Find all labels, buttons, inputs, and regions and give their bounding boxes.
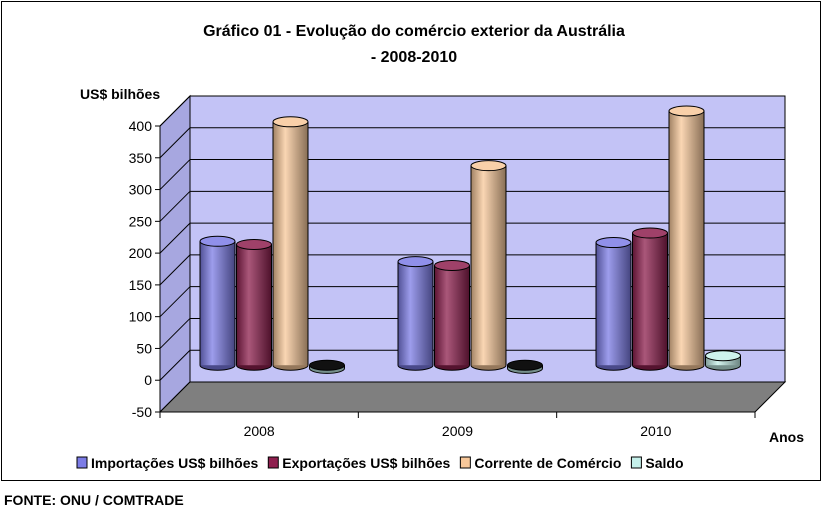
- bar-2010-1: [595, 237, 632, 371]
- bar-top: [507, 359, 543, 371]
- bar-2008-1: [199, 235, 236, 371]
- legend-swatch: [267, 456, 279, 469]
- bar-body: [669, 111, 704, 366]
- bar-2008-2: [236, 238, 272, 371]
- bar-2010-2: [632, 227, 668, 371]
- gridline-side: [159, 286, 191, 318]
- bar-2009-2: [434, 259, 470, 371]
- chart-title-line-2: - 2008-2010: [371, 49, 457, 66]
- legend-swatch: [630, 456, 642, 469]
- legend-swatch: [76, 456, 88, 469]
- gridline-side: [159, 159, 191, 190]
- bar-top: [272, 116, 309, 128]
- bar-top: [705, 350, 741, 362]
- chart: Gráfico 01 - Evolução do comércio exteri…: [76, 23, 804, 471]
- y-tick-label: 400: [129, 118, 153, 134]
- y-tick-label: 200: [129, 245, 153, 261]
- bar-top: [668, 105, 705, 117]
- chart-title-line-1: Gráfico 01 - Evolução do comércio exteri…: [203, 23, 625, 40]
- bar-2009-4: [507, 359, 543, 374]
- bar-2009-1: [397, 256, 434, 371]
- bar-2010-3: [668, 105, 705, 371]
- bar-top: [199, 235, 236, 247]
- bar-body: [471, 165, 506, 366]
- bar-top: [470, 160, 507, 172]
- bar-body: [273, 121, 308, 366]
- floor: [158, 381, 787, 413]
- bar-body: [434, 265, 470, 366]
- bar-body: [632, 233, 668, 366]
- legend-swatch: [459, 456, 471, 469]
- legend-label: Corrente de Comércio: [474, 455, 621, 471]
- y-tick-label: 250: [129, 213, 153, 229]
- x-tick-label: 2009: [442, 423, 473, 439]
- y-tick-label: 150: [129, 277, 153, 293]
- x-tick-label: 2008: [244, 423, 275, 439]
- y-tick-label: 50: [136, 340, 152, 356]
- y-tick-label: -50: [132, 404, 152, 420]
- x-tick-label: 2010: [640, 423, 671, 439]
- gridline-side: [159, 222, 191, 254]
- plot-area: 400 350 300 250 200 150 100 50 0 -50 2008 2009 2010 I…: [76, 94, 787, 471]
- bar-top: [397, 256, 434, 268]
- bar-top: [309, 359, 345, 371]
- legend-label: Saldo: [645, 455, 683, 471]
- y-axis-label: US$ bilhões: [80, 86, 160, 102]
- y-tick-label: 100: [129, 309, 153, 325]
- gridline-side: [159, 254, 191, 286]
- bar-top: [595, 237, 632, 249]
- bar-2008-3: [272, 116, 309, 371]
- y-tick-label: 0: [144, 372, 152, 388]
- gridline-side: [159, 95, 191, 127]
- bar-2008-4: [309, 359, 345, 374]
- y-tick-label: 300: [129, 182, 153, 198]
- bar-2009-3: [470, 160, 507, 371]
- gridline-side: [159, 318, 191, 349]
- y-tick-label: 350: [129, 150, 153, 166]
- chart-frame: Gráfico 01 - Evolução do comércio exteri…: [1, 1, 821, 481]
- gridline-side: [159, 127, 191, 159]
- gridline-side: [159, 190, 191, 222]
- bar-2010-4: [705, 350, 741, 371]
- source-note: FONTE: ONU / COMTRADE: [4, 492, 184, 508]
- legend-label: Importações US$ bilhões: [91, 455, 258, 471]
- bar-top: [434, 259, 470, 271]
- bar-body: [236, 244, 272, 366]
- bar-body: [200, 241, 235, 366]
- bar-body: [398, 261, 433, 366]
- x-axis-label: Anos: [769, 429, 804, 445]
- gridline-side: [159, 349, 191, 381]
- legend-label: Exportações US$ bilhões: [282, 455, 450, 471]
- bar-top: [632, 227, 668, 239]
- bar-top: [236, 238, 272, 250]
- bar-body: [596, 242, 631, 366]
